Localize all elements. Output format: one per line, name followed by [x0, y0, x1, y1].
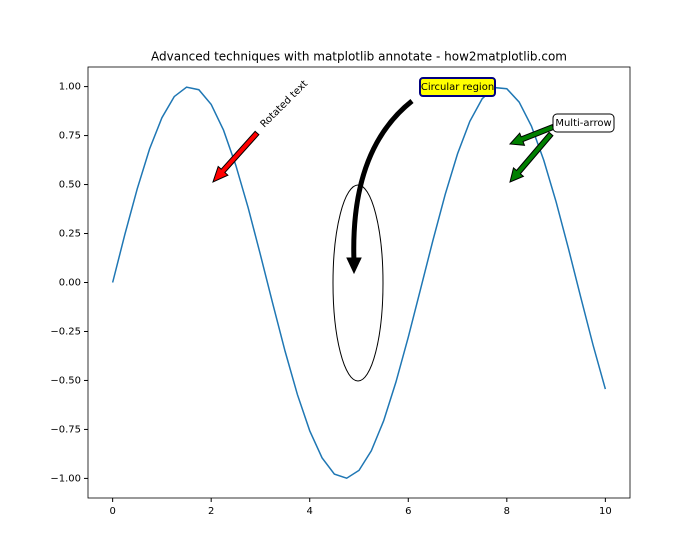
y-tick-label: 0.50: [59, 180, 81, 191]
annotation-arrow: [212, 130, 260, 183]
x-tick-label: 8: [504, 506, 510, 517]
y-tick-label: −1.00: [50, 473, 81, 484]
y-tick-label: 1.00: [59, 82, 81, 93]
y-tick-label: 0.25: [59, 229, 81, 240]
annotation-arrow: [508, 124, 555, 146]
x-tick-label: 2: [208, 506, 214, 517]
y-tick-label: −0.50: [50, 375, 81, 386]
annotation-box: [419, 77, 496, 97]
annotation-text: Circular region: [421, 82, 494, 93]
x-tick-label: 6: [405, 506, 411, 517]
y-tick-label: 0.75: [59, 131, 81, 142]
circle-region: [332, 184, 384, 382]
annotation-box: [552, 113, 615, 133]
x-tick-label: 4: [307, 506, 313, 517]
y-tick-label: 0.00: [59, 278, 81, 289]
annotation-arrow: [509, 131, 554, 183]
y-tick-label: −0.25: [50, 326, 81, 337]
curved-arrow: [351, 99, 414, 263]
curved-arrow-head: [346, 257, 362, 275]
chart-title: Advanced techniques with matplotlib anno…: [151, 50, 567, 64]
x-tick-label: 0: [109, 506, 115, 517]
y-tick-label: −0.75: [50, 424, 81, 435]
annotation-text: Multi-arrow: [555, 118, 611, 129]
line-series: [111, 86, 607, 480]
axes-frame: [87, 66, 631, 499]
x-tick-label: 10: [599, 506, 612, 517]
